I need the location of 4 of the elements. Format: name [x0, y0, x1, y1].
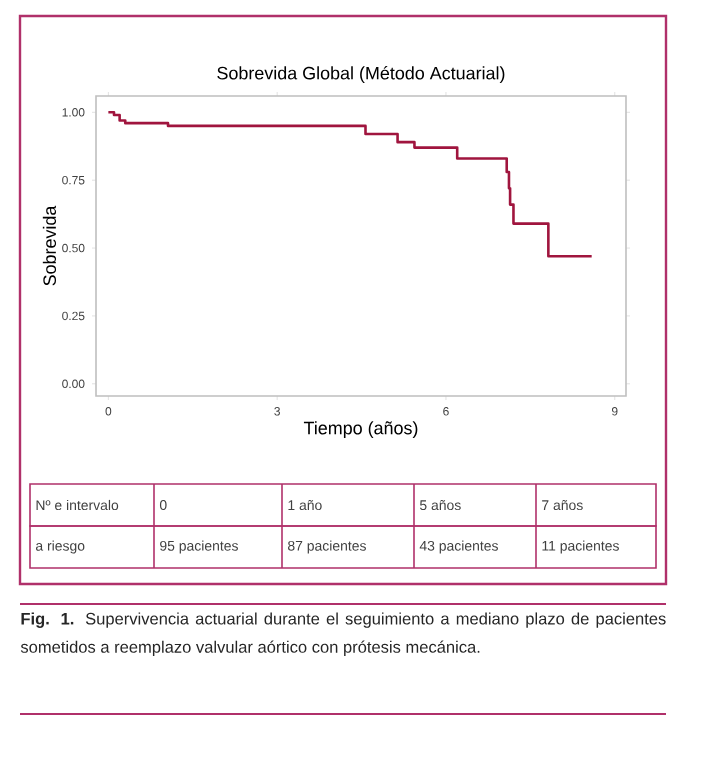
text: Fig. 1. Supervivencia actuarial durante el seguimiento a mediano plazo de pacientes sometidos a reemplazo valvular aórtico con prótesis mecánica.: [20, 612, 666, 657]
x-axis-title: Tiempo (años): [303, 421, 418, 438]
chart-title: Sobrevida Global (Método Actuarial): [217, 66, 505, 84]
y-axis-title: Sobrevida: [42, 205, 57, 286]
